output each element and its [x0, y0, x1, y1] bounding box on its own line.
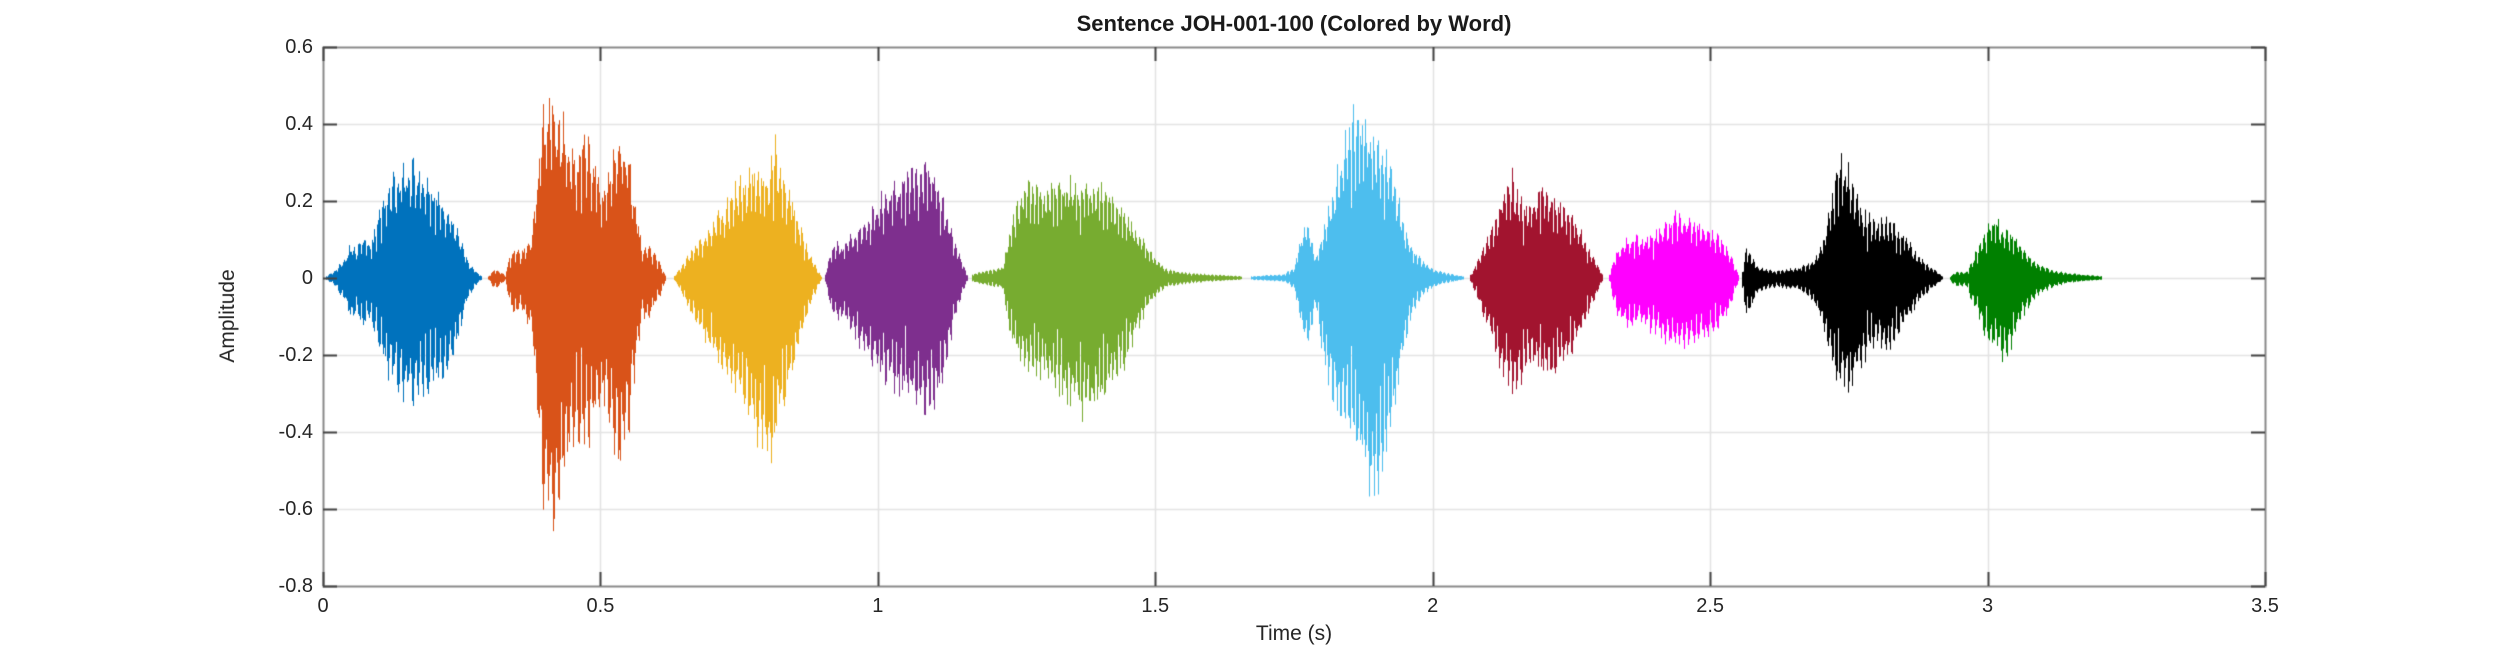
x-tick-label: 0.5	[586, 595, 615, 617]
chart-title: Sentence JOH-001-100 (Colored by Word)	[1076, 11, 1512, 36]
y-tick-label: 0.4	[285, 113, 313, 135]
x-tick-label: 1	[872, 595, 884, 617]
y-tick-label: -0.6	[278, 498, 313, 520]
x-axis-label: Time (s)	[1255, 622, 1333, 645]
y-tick-label: -0.8	[278, 575, 313, 597]
x-tick-label: 2.5	[1696, 595, 1725, 617]
x-tick-label: 3	[1982, 595, 1994, 617]
y-tick-label: 0.2	[285, 190, 313, 212]
x-tick-label: 3.5	[2251, 595, 2279, 617]
y-axis-label-text: Amplitude	[216, 269, 239, 363]
x-tick-label: 2	[1427, 595, 1439, 617]
y-tick-label: 0	[301, 267, 313, 289]
y-tick-label: -0.2	[278, 344, 313, 366]
y-tick-label: 0.6	[285, 36, 313, 58]
y-tick-label: -0.4	[278, 421, 313, 443]
x-tick-label: 1.5	[1141, 595, 1170, 617]
x-tick-label: 0	[317, 595, 329, 617]
